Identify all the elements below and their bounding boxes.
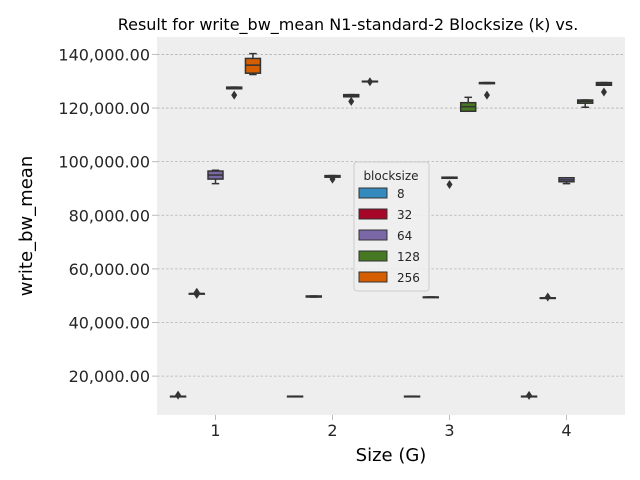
box-256-size-2 bbox=[361, 77, 379, 87]
legend-swatch bbox=[358, 271, 388, 283]
box-8-size-4 bbox=[520, 390, 538, 400]
box-8-size-2 bbox=[286, 395, 304, 398]
box-256-size-4 bbox=[595, 81, 613, 97]
outlier-point bbox=[446, 179, 453, 189]
x-tick-label: 1 bbox=[210, 421, 220, 440]
box-plot-series bbox=[169, 52, 613, 400]
box-8-size-3 bbox=[403, 395, 421, 398]
outlier-point bbox=[231, 90, 238, 100]
legend-label: 32 bbox=[397, 208, 412, 222]
y-tick-label: 20,000.00 bbox=[69, 367, 150, 386]
y-axis: 20,000.00 40,000.00 60,000.00 80,000.00 100,… bbox=[58, 45, 157, 386]
box-series-8 bbox=[169, 390, 538, 400]
outlier-point bbox=[329, 174, 336, 184]
y-axis-title: write_bw_mean bbox=[16, 156, 37, 296]
legend: blocksize 8 32 64 128 256 bbox=[353, 161, 430, 292]
legend-label: 8 bbox=[397, 187, 405, 201]
outlier-point bbox=[348, 96, 355, 106]
box-64-size-3 bbox=[441, 176, 458, 189]
outlier-point bbox=[544, 292, 551, 302]
box-256-size-1 bbox=[244, 52, 262, 76]
x-axis-title: Size (G) bbox=[356, 445, 427, 466]
box-series-256 bbox=[244, 52, 613, 100]
y-tick-label: 120,000.00 bbox=[58, 99, 150, 118]
box-32-size-2 bbox=[305, 295, 323, 298]
y-tick-label: 80,000.00 bbox=[69, 206, 150, 225]
legend-item-64: 64 bbox=[358, 229, 412, 243]
y-tick-label: 60,000.00 bbox=[69, 260, 150, 279]
legend-item-32: 32 bbox=[358, 208, 412, 222]
legend-item-128: 128 bbox=[358, 250, 420, 264]
outlier-point bbox=[600, 87, 607, 97]
box-64-size-1 bbox=[207, 169, 224, 185]
x-tick-label: 4 bbox=[561, 421, 571, 440]
legend-item-8: 8 bbox=[358, 187, 405, 201]
y-tick-label: 100,000.00 bbox=[58, 153, 150, 172]
box-256-size-3 bbox=[478, 81, 496, 100]
outlier-point bbox=[483, 90, 490, 100]
legend-label: 64 bbox=[397, 229, 412, 243]
box-128-size-1 bbox=[225, 86, 243, 100]
box-128-size-2 bbox=[342, 93, 360, 106]
box-64-size-4 bbox=[558, 176, 575, 185]
legend-swatch bbox=[358, 187, 388, 199]
box-series-32 bbox=[188, 287, 557, 302]
box-32-size-1 bbox=[188, 287, 206, 299]
box-128-size-3 bbox=[459, 96, 477, 113]
y-tick-label: 40,000.00 bbox=[69, 314, 150, 333]
legend-items: 8 32 64 128 256 bbox=[358, 187, 420, 285]
x-axis: 1 2 3 4 bbox=[210, 415, 572, 440]
box-128-size-4 bbox=[576, 99, 594, 108]
outlier-point bbox=[526, 390, 533, 400]
box-32-size-3 bbox=[422, 296, 440, 299]
box-series-128 bbox=[225, 86, 594, 113]
outlier-point bbox=[193, 287, 200, 297]
x-tick-label: 3 bbox=[444, 421, 454, 440]
legend-swatch bbox=[358, 208, 388, 220]
y-tick-label: 140,000.00 bbox=[58, 45, 150, 64]
box-32-size-4 bbox=[539, 292, 557, 302]
outlier-point bbox=[366, 77, 373, 87]
box-64-size-2 bbox=[324, 174, 341, 184]
outlier-point bbox=[175, 390, 182, 400]
legend-swatch bbox=[358, 250, 388, 262]
x-tick-label: 2 bbox=[327, 421, 337, 440]
legend-label: 256 bbox=[397, 271, 420, 285]
legend-swatch bbox=[358, 229, 388, 241]
legend-label: 128 bbox=[397, 250, 420, 264]
legend-item-256: 256 bbox=[358, 271, 420, 285]
box-series-64 bbox=[207, 169, 575, 189]
box-8-size-1 bbox=[169, 390, 187, 400]
chart-title: Result for write_bw_mean N1-standard-2 B… bbox=[118, 15, 579, 35]
legend-title: blocksize bbox=[363, 169, 418, 183]
